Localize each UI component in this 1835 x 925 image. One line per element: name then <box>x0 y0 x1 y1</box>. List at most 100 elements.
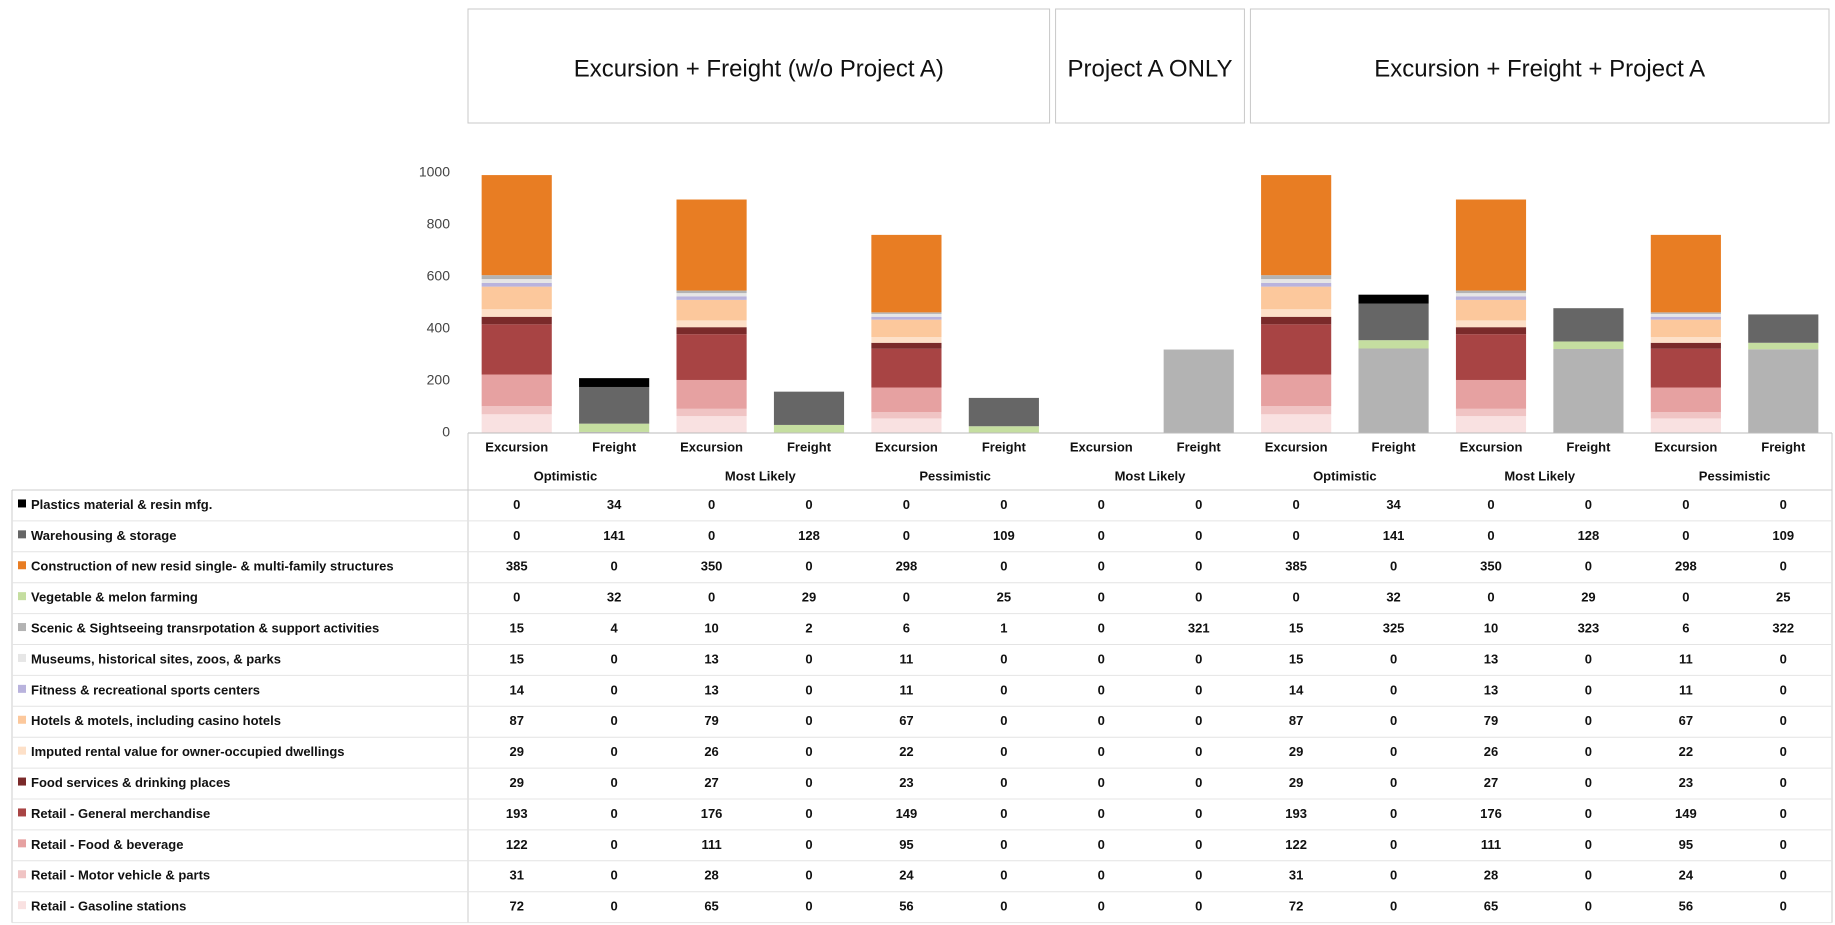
table-value: 25 <box>1776 590 1790 605</box>
table-value: 141 <box>1383 528 1405 543</box>
legend-swatch <box>18 499 26 508</box>
bar-segment <box>1261 279 1332 283</box>
y-tick-label: 200 <box>427 372 451 388</box>
table-value: 15 <box>1289 620 1303 635</box>
bar-segment <box>1455 379 1527 409</box>
bar-segment <box>579 378 650 387</box>
bar-segment <box>676 416 747 433</box>
table-value: 56 <box>1679 899 1693 914</box>
table-value: 6 <box>903 620 910 635</box>
bar-segment <box>1650 418 1721 433</box>
bar-segment <box>1261 286 1332 310</box>
scenario-label: Most Likely <box>725 468 797 483</box>
table-value: 0 <box>1780 713 1787 728</box>
table-value: 13 <box>1484 682 1498 697</box>
table-value: 0 <box>805 651 812 666</box>
bar-segment <box>676 320 747 328</box>
bar-segment <box>1650 348 1721 388</box>
bar-segment <box>773 391 845 425</box>
table-value: 0 <box>1000 806 1007 821</box>
bar-segment <box>1748 349 1819 433</box>
table-value: 0 <box>1293 528 1300 543</box>
legend-label: Imputed rental value for owner-occupied … <box>31 744 345 759</box>
table-value: 0 <box>1780 682 1787 697</box>
table-value: 26 <box>704 744 718 759</box>
legend-swatch <box>18 715 26 724</box>
table-value: 6 <box>1682 620 1689 635</box>
bar-segment <box>676 408 747 417</box>
bar-segment <box>481 279 552 283</box>
table-value: 128 <box>1578 528 1600 543</box>
table-value: 28 <box>1484 868 1498 883</box>
legend-label: Scenic & Sightseeing transrpotation & su… <box>31 620 379 635</box>
table-value: 22 <box>899 744 913 759</box>
legend-swatch <box>18 592 26 601</box>
table-value: 0 <box>903 497 910 512</box>
table-value: 0 <box>805 806 812 821</box>
bar-segment <box>481 309 552 317</box>
table-value: 0 <box>1098 868 1105 883</box>
bar-segment <box>1553 341 1624 350</box>
legend-label: Construction of new resid single- & mult… <box>31 559 394 574</box>
table-value: 29 <box>509 744 523 759</box>
bar-segment <box>1455 408 1527 417</box>
table-value: 0 <box>1585 775 1592 790</box>
bar-segment <box>871 316 942 320</box>
scenario-label: Optimistic <box>534 468 598 483</box>
table-value: 0 <box>1098 528 1105 543</box>
bar-segment <box>1261 316 1332 325</box>
table-value: 0 <box>1195 868 1202 883</box>
bar-segment <box>1455 290 1527 294</box>
bar-segment <box>579 386 650 424</box>
scenario-label: Pessimistic <box>919 468 991 483</box>
bar-segment <box>1261 414 1332 433</box>
legend-label: Vegetable & melon farming <box>31 590 198 605</box>
table-value: 0 <box>1682 528 1689 543</box>
table-value: 29 <box>1289 744 1303 759</box>
table-value: 0 <box>1390 806 1397 821</box>
legend-swatch <box>18 901 26 910</box>
x-tick-label: Excursion <box>1265 439 1328 454</box>
bar-segment <box>871 319 942 338</box>
bar-segment <box>676 290 747 294</box>
table-value: 0 <box>1293 497 1300 512</box>
x-tick-label: Freight <box>1761 439 1806 454</box>
bar-segment <box>481 414 552 433</box>
table-value: 11 <box>1679 682 1693 697</box>
bar-segment <box>1650 337 1721 343</box>
table-value: 0 <box>1098 899 1105 914</box>
bar-segment <box>676 379 747 409</box>
table-value: 87 <box>1289 713 1303 728</box>
table-value: 22 <box>1679 744 1693 759</box>
legend-swatch <box>18 808 26 817</box>
legend-swatch <box>18 870 26 879</box>
table-value: 385 <box>506 559 528 574</box>
table-value: 15 <box>509 620 523 635</box>
bar-segment <box>1261 374 1332 407</box>
table-value: 109 <box>1772 528 1794 543</box>
table-value: 298 <box>1675 559 1697 574</box>
table-value: 0 <box>1585 559 1592 574</box>
bar-segment <box>1358 303 1429 341</box>
table-value: 13 <box>1484 651 1498 666</box>
bar-segment <box>1358 294 1429 304</box>
y-tick-label: 0 <box>442 424 450 440</box>
table-value: 0 <box>1585 497 1592 512</box>
bar-segment <box>871 418 942 433</box>
table-value: 0 <box>1585 651 1592 666</box>
table-value: 321 <box>1188 620 1210 635</box>
table-value: 0 <box>1098 559 1105 574</box>
bar-segment <box>1650 312 1721 314</box>
bar-segment <box>481 286 552 310</box>
table-value: 95 <box>899 837 913 852</box>
table-value: 0 <box>1780 497 1787 512</box>
table-value: 0 <box>1780 899 1787 914</box>
scenario-label: Pessimistic <box>1699 468 1771 483</box>
bar-segment <box>1261 275 1332 280</box>
table-value: 0 <box>1195 775 1202 790</box>
bar-segment <box>1553 349 1624 433</box>
bar-segment <box>871 312 942 314</box>
group-header: Excursion + Freight + Project A <box>1374 55 1705 82</box>
table-value: 0 <box>1293 590 1300 605</box>
table-value: 0 <box>1390 775 1397 790</box>
